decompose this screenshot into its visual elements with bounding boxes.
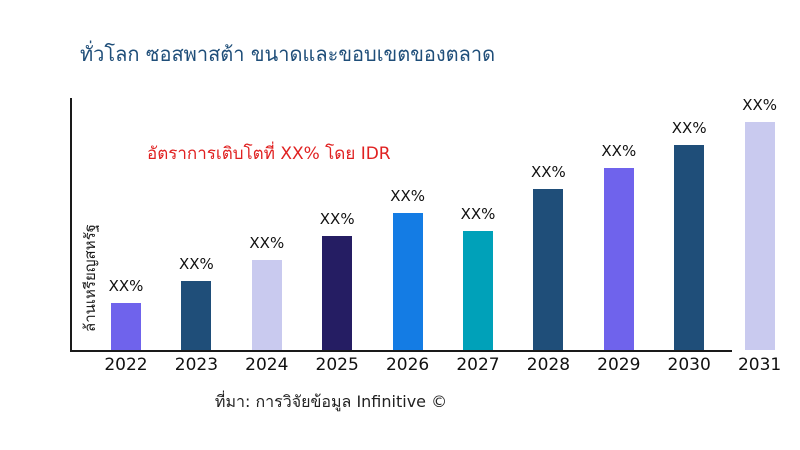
bar-value-label-2025: XX% [319,210,355,228]
bar-value-label-2028: XX% [530,163,566,181]
x-tick-2029: 2029 [597,355,641,375]
bar-2026 [392,213,423,350]
bar-2023 [181,281,212,350]
bars-layer: XX% 2022 XX% 2023 XX% 2024 XX% 2025 XX% 2026 XX% 20… [72,96,781,375]
bar-2031 [744,122,775,350]
bar-value-label-2027: XX% [460,205,496,223]
growth-rate-annotation: อัตราการเติบโตที่ XX% โดย IDR [147,144,391,164]
bar-value-label-2029: XX% [601,142,637,160]
bar-value-label-2022: XX% [108,277,144,295]
x-tick-2025: 2025 [315,355,359,375]
bar-2028 [533,189,564,350]
x-tick-2026: 2026 [385,355,430,375]
bar-value-label-2026: XX% [390,187,425,205]
x-tick-2030: 2030 [667,355,711,375]
x-tick-2023: 2023 [174,355,219,375]
x-tick-2028: 2028 [526,355,571,375]
bar-2025 [322,236,353,350]
x-tick-2022: 2022 [104,355,148,375]
plot-area: ล้านเหรียญสหรัฐ อัตราการเติบโตที่ XX% โด… [70,96,781,375]
bar-value-label-2030: XX% [671,119,707,137]
bar-2024 [251,260,282,350]
source-line: ที่มา: การวิจัยข้อมูล Infinitive © [214,392,448,411]
bar-2029 [603,168,634,350]
chart-title: ทั่วโลก ซอสพาสต้า ขนาดและขอบเขตของตลาด [80,42,496,66]
bar-value-label-2023: XX% [178,255,214,273]
x-tick-2024: 2024 [245,355,289,375]
bar-value-label-2024: XX% [249,234,285,252]
bar-2030 [674,145,705,350]
x-tick-2031: 2031 [737,355,782,375]
bar-2022 [111,303,141,350]
bar-value-label-2031: XX% [742,96,777,114]
bar-2027 [463,231,493,350]
x-tick-2027: 2027 [456,355,500,375]
